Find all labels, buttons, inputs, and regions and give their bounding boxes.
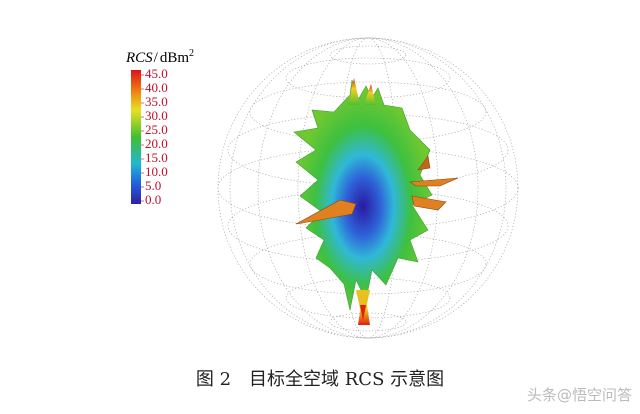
colorbar-tick-label: 20.0 <box>145 136 168 151</box>
colorbar-unit-exponent: 2 <box>189 48 194 59</box>
colorbar-tick-label: 10.0 <box>145 164 168 179</box>
colorbar-tick-label: 35.0 <box>145 94 168 109</box>
colorbar-tick-label: 25.0 <box>145 122 168 137</box>
colorbar-tick-label: 0.0 <box>145 192 161 207</box>
caption: 图 2 目标全空域 RCS 示意图 <box>196 369 444 390</box>
rcs-pattern <box>293 78 459 325</box>
watermark: 头条@悟空问答 <box>527 386 632 404</box>
colorbar-tick-label: 40.0 <box>145 80 168 95</box>
colorbar-tick-label: 15.0 <box>145 150 168 165</box>
colorbar: RCS/dBm2 45.040.035.030.025.020.015.010.… <box>125 48 194 207</box>
colorbar-tick-label: 30.0 <box>145 108 168 123</box>
colorbar-scale <box>131 70 141 204</box>
colorbar-tick-label: 5.0 <box>145 178 161 193</box>
colorbar-separator: / <box>154 50 159 66</box>
colorbar-unit: dBm <box>160 50 190 66</box>
colorbar-tick-label: 45.0 <box>145 66 168 81</box>
colorbar-quantity: RCS <box>125 50 153 66</box>
colorbar-title: RCS/dBm2 <box>125 48 194 66</box>
